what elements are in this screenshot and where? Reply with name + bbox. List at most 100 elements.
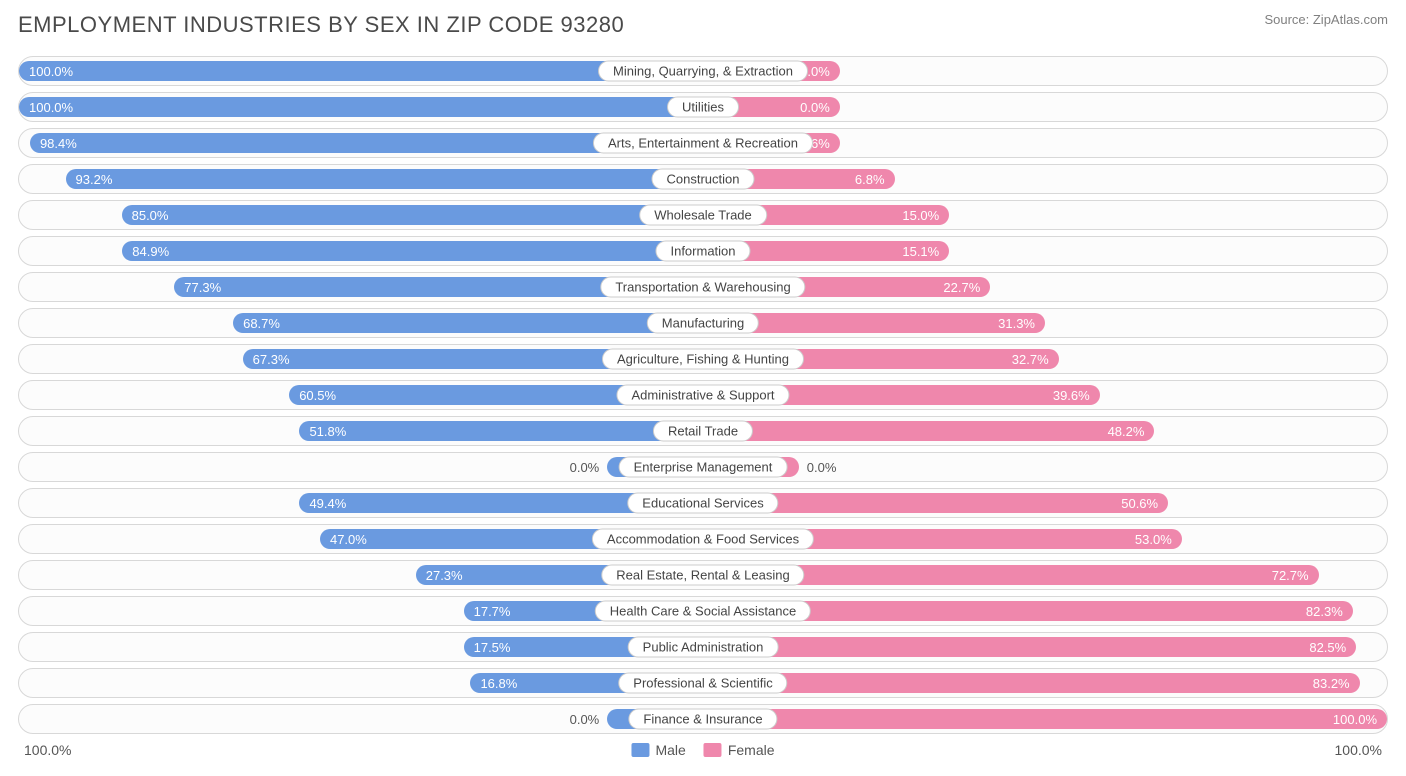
- chart-row: 84.9%15.1%Information: [18, 236, 1388, 266]
- category-pill: Enterprise Management: [619, 457, 788, 478]
- category-pill: Administrative & Support: [616, 385, 789, 406]
- female-swatch: [704, 743, 722, 757]
- chart-row: 47.0% 53.0% Accommodation & Food Services: [18, 524, 1388, 554]
- male-half: 16.8%: [19, 669, 703, 697]
- male-value-label: 77.3%: [184, 280, 221, 295]
- category-pill: Finance & Insurance: [628, 709, 777, 730]
- female-half: 72.7%: [703, 561, 1387, 589]
- female-half: 0.0%: [703, 453, 1387, 481]
- male-half: 68.7%: [19, 309, 703, 337]
- female-bar: 83.2%: [703, 673, 1360, 693]
- male-half: 0.0%: [19, 453, 703, 481]
- chart-header: EMPLOYMENT INDUSTRIES BY SEX IN ZIP CODE…: [18, 12, 1388, 38]
- male-value-label: 47.0%: [330, 532, 367, 547]
- male-half: 93.2%: [19, 165, 703, 193]
- male-value-label: 27.3%: [426, 568, 463, 583]
- chart-row: 51.8%48.2%Retail Trade: [18, 416, 1388, 446]
- chart-row: 100.0%0.0%Mining, Quarrying, & Extractio…: [18, 56, 1388, 86]
- female-half: 31.3%: [703, 309, 1387, 337]
- male-value-label: 100.0%: [29, 64, 73, 79]
- female-value-label: 32.7%: [1012, 352, 1049, 367]
- female-half: 82.5%: [703, 633, 1387, 661]
- female-half: 39.6%: [703, 381, 1387, 409]
- chart-row: 0.0%0.0%Enterprise Management: [18, 452, 1388, 482]
- category-pill: Mining, Quarrying, & Extraction: [598, 61, 808, 82]
- male-half: 67.3%: [19, 345, 703, 373]
- category-pill: Manufacturing: [647, 313, 759, 334]
- male-value-label: 16.8%: [480, 676, 517, 691]
- male-bar: 93.2%: [66, 169, 703, 189]
- legend-item-female: Female: [704, 742, 775, 758]
- male-value-label: 100.0%: [29, 100, 73, 115]
- axis-left-label: 100.0%: [18, 742, 703, 758]
- chart-row: 93.2% 6.8% Construction: [18, 164, 1388, 194]
- category-pill: Professional & Scientific: [618, 673, 787, 694]
- female-half: 22.7%: [703, 273, 1387, 301]
- chart-title: EMPLOYMENT INDUSTRIES BY SEX IN ZIP CODE…: [18, 12, 624, 38]
- female-value-label: 72.7%: [1272, 568, 1309, 583]
- female-half: 32.7%: [703, 345, 1387, 373]
- female-value-label: 0.0%: [800, 100, 830, 115]
- chart-row: 60.5% 39.6% Administrative & Support: [18, 380, 1388, 410]
- category-pill: Health Care & Social Assistance: [595, 601, 811, 622]
- legend-item-male: Male: [631, 742, 685, 758]
- female-half: 6.8%: [703, 165, 1387, 193]
- female-value-label: 31.3%: [998, 316, 1035, 331]
- male-half: 49.4%: [19, 489, 703, 517]
- male-value-label: 17.5%: [474, 640, 511, 655]
- female-bar: 100.0%: [703, 709, 1387, 729]
- female-half: 15.1%: [703, 237, 1387, 265]
- female-bar: 82.5%: [703, 637, 1356, 657]
- chart-row: 77.3% 22.7%Transportation & Warehousing: [18, 272, 1388, 302]
- chart-source: Source: ZipAtlas.com: [1264, 12, 1388, 27]
- chart-row: 17.7% 82.3% Health Care & Social Assistanc…: [18, 596, 1388, 626]
- male-value-label: 60.5%: [299, 388, 336, 403]
- female-value-label: 48.2%: [1108, 424, 1145, 439]
- chart-area: 100.0% 0.0% Mining, Quarrying, & Extractio…: [18, 56, 1388, 734]
- category-pill: Transportation & Warehousing: [600, 277, 805, 298]
- category-pill: Real Estate, Rental & Leasing: [601, 565, 804, 586]
- category-pill: Agriculture, Fishing & Hunting: [602, 349, 804, 370]
- chart-row: 17.5% 82.5%Public Administration: [18, 632, 1388, 662]
- male-value-label: 49.4%: [309, 496, 346, 511]
- category-pill: Wholesale Trade: [639, 205, 767, 226]
- chart-row: 100.0% 0.0% Utilities: [18, 92, 1388, 122]
- female-half: 48.2%: [703, 417, 1387, 445]
- male-value-label: 98.4%: [40, 136, 77, 151]
- female-bar: 48.2%: [703, 421, 1154, 441]
- female-half: 0.0%: [703, 93, 1387, 121]
- chart-row: 16.8% 83.2%Professional & Scientific: [18, 668, 1388, 698]
- axis-right-label: 100.0%: [703, 742, 1388, 758]
- male-half: 60.5%: [19, 381, 703, 409]
- category-pill: Public Administration: [628, 637, 779, 658]
- chart-row: 49.4%50.6%Educational Services: [18, 488, 1388, 518]
- category-pill: Construction: [652, 169, 755, 190]
- female-half: 83.2%: [703, 669, 1387, 697]
- male-half: 100.0%: [19, 93, 703, 121]
- female-value-label: 100.0%: [1333, 712, 1377, 727]
- female-half: 100.0%: [703, 705, 1387, 733]
- female-value-label: 53.0%: [1135, 532, 1172, 547]
- male-half: 17.5%: [19, 633, 703, 661]
- chart-row: 85.0%15.0%Wholesale Trade: [18, 200, 1388, 230]
- male-value-label: 67.3%: [253, 352, 290, 367]
- male-bar: 51.8%: [299, 421, 703, 441]
- male-value-label: 68.7%: [243, 316, 280, 331]
- category-pill: Educational Services: [627, 493, 778, 514]
- male-bar: 85.0%: [122, 205, 703, 225]
- male-value-label: 51.8%: [309, 424, 346, 439]
- legend-label-female: Female: [728, 742, 775, 758]
- male-half: 85.0%: [19, 201, 703, 229]
- male-value-label: 17.7%: [474, 604, 511, 619]
- category-pill: Information: [655, 241, 750, 262]
- female-value-label: 82.3%: [1306, 604, 1343, 619]
- chart-row: 27.3% 72.7% Real Estate, Rental & Leasing: [18, 560, 1388, 590]
- legend: Male Female: [631, 742, 774, 758]
- category-pill: Accommodation & Food Services: [592, 529, 814, 550]
- female-value-label: 39.6%: [1053, 388, 1090, 403]
- chart-footer: 100.0% Male Female 100.0%: [18, 742, 1388, 758]
- chart-row: 67.3% 32.7% Agriculture, Fishing & Hunting: [18, 344, 1388, 374]
- male-value-label: 0.0%: [562, 460, 608, 475]
- female-value-label: 6.8%: [855, 172, 885, 187]
- category-pill: Utilities: [667, 97, 739, 118]
